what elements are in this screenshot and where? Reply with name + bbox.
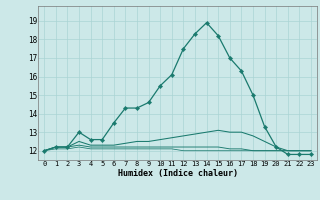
X-axis label: Humidex (Indice chaleur): Humidex (Indice chaleur): [118, 169, 238, 178]
